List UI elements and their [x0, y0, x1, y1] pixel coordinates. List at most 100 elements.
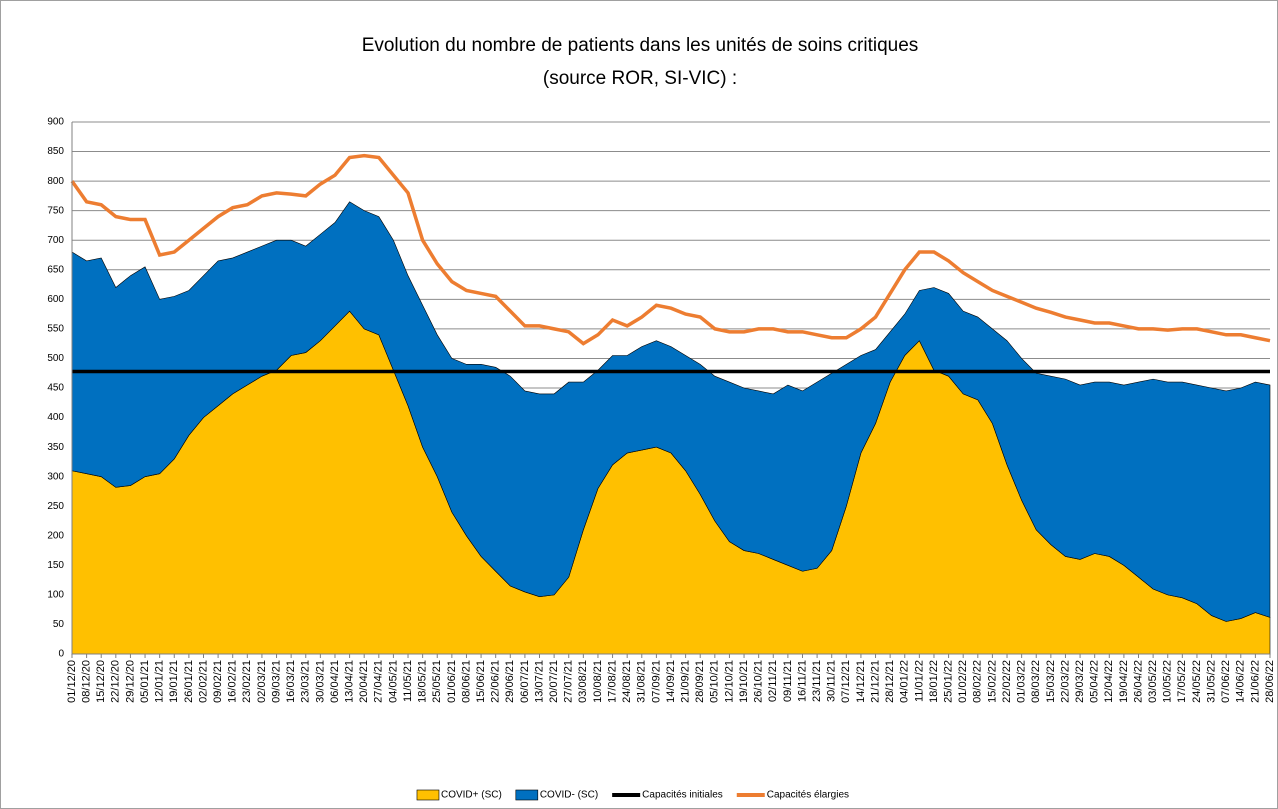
- x-tick-label: 11/01/22: [913, 660, 925, 702]
- x-tick-label: 28/09/21: [694, 660, 706, 703]
- y-tick-label: 850: [47, 146, 64, 157]
- x-tick-label: 20/07/21: [548, 660, 560, 703]
- y-tick-label: 100: [47, 590, 64, 601]
- legend-label: Capacités élargies: [767, 790, 849, 801]
- x-tick-label: 23/03/21: [300, 660, 312, 703]
- x-tick-label: 05/10/21: [709, 660, 721, 703]
- x-tick-label: 26/01/21: [183, 660, 195, 703]
- x-tick-label: 01/02/22: [957, 660, 969, 703]
- x-tick-label: 20/04/21: [358, 660, 370, 703]
- chart-subtitle: (source ROR, SI-VIC) :: [543, 68, 737, 89]
- line: [70, 153, 1271, 346]
- legend-swatch: [416, 789, 440, 801]
- x-tick-label: 12/01/21: [154, 660, 166, 703]
- x-tick-label: 16/03/21: [285, 660, 297, 703]
- x-tick-label: 12/10/21: [723, 660, 735, 703]
- x-tick-label: 02/11/21: [767, 660, 779, 702]
- y-tick-label: 150: [47, 560, 64, 571]
- x-tick-label: 24/08/21: [621, 660, 633, 703]
- x-tick-label: 29/03/22: [1074, 660, 1086, 703]
- x-tick-label: 14/12/21: [855, 660, 867, 703]
- x-tick-label: 13/04/21: [343, 660, 355, 703]
- x-tick-label: 01/06/21: [446, 660, 458, 703]
- x-tick-label: 14/06/22: [1235, 660, 1247, 703]
- x-tick-label: 22/06/21: [490, 660, 502, 703]
- x-tick-label: 28/12/21: [884, 660, 896, 703]
- y-tick-label: 600: [47, 294, 64, 305]
- x-tick-label: 06/07/21: [519, 660, 531, 703]
- x-tick-label: 03/08/21: [577, 660, 589, 703]
- x-tick-label: 29/06/21: [504, 660, 516, 703]
- x-tick-label: 27/07/21: [563, 660, 575, 703]
- x-tick-label: 30/11/21: [826, 660, 838, 702]
- x-tick-label: 30/03/21: [314, 660, 326, 703]
- x-tick-label: 21/09/21: [680, 660, 692, 703]
- legend-label: Capacités initiales: [642, 790, 723, 801]
- x-tick-label: 27/04/21: [373, 660, 385, 703]
- x-tick-label: 29/12/20: [124, 660, 136, 703]
- x-tick-label: 19/10/21: [738, 660, 750, 703]
- y-tick-label: 250: [47, 501, 64, 512]
- y-tick-label: 550: [47, 324, 64, 335]
- x-tick-label: 09/11/21: [782, 660, 794, 702]
- y-tick-label: 650: [47, 264, 64, 275]
- x-tick-label: 07/12/21: [840, 660, 852, 703]
- x-tick-label: 18/05/21: [417, 660, 429, 703]
- x-tick-label: 08/02/22: [972, 660, 984, 703]
- x-tick-label: 19/01/21: [168, 660, 180, 703]
- x-tick-label: 08/06/21: [460, 660, 472, 703]
- y-tick-label: 50: [53, 619, 65, 630]
- chart-title: Evolution du nombre de patients dans les…: [362, 35, 919, 56]
- x-tick-label: 16/02/21: [227, 660, 239, 703]
- x-tick-label: 12/04/22: [1103, 660, 1115, 703]
- x-tick-label: 10/05/22: [1162, 660, 1174, 703]
- x-tick-label: 11/05/21: [402, 660, 414, 702]
- x-tick-label: 22/03/22: [1059, 660, 1071, 703]
- x-tick-label: 01/03/22: [1016, 660, 1028, 703]
- y-tick-label: 350: [47, 442, 64, 453]
- legend-label: COVID- (SC): [540, 790, 598, 801]
- x-tick-label: 15/02/22: [986, 660, 998, 703]
- x-tick-label: 26/10/21: [753, 660, 765, 703]
- y-tick-label: 750: [47, 205, 64, 216]
- x-tick-label: 23/11/21: [811, 660, 823, 702]
- x-tick-label: 25/01/22: [942, 660, 954, 703]
- x-tick-label: 24/05/22: [1191, 660, 1203, 703]
- legend-label: COVID+ (SC): [441, 790, 502, 801]
- x-tick-label: 08/03/22: [1030, 660, 1042, 703]
- x-tick-label: 15/12/20: [95, 660, 107, 703]
- x-tick-label: 13/07/21: [533, 660, 545, 703]
- x-tick-label: 03/05/22: [1147, 660, 1159, 703]
- y-tick-label: 200: [47, 530, 64, 541]
- x-tick-label: 26/04/22: [1132, 660, 1144, 703]
- x-tick-label: 25/05/21: [431, 660, 443, 703]
- x-tick-label: 07/06/22: [1220, 660, 1232, 703]
- x-tick-label: 05/04/22: [1089, 660, 1101, 703]
- x-tick-label: 17/05/22: [1176, 660, 1188, 703]
- y-tick-label: 450: [47, 383, 64, 394]
- y-tick-label: 700: [47, 235, 64, 246]
- y-tick-label: 0: [58, 649, 64, 660]
- x-tick-label: 04/05/21: [387, 660, 399, 703]
- x-tick-label: 05/01/21: [139, 660, 151, 703]
- x-tick-label: 01/12/20: [66, 660, 78, 703]
- x-tick-label: 28/06/22: [1264, 660, 1276, 703]
- x-tick-label: 09/02/21: [212, 660, 224, 703]
- x-tick-label: 31/08/21: [636, 660, 648, 703]
- x-tick-label: 19/04/22: [1118, 660, 1130, 703]
- x-tick-label: 15/03/22: [1045, 660, 1057, 703]
- y-tick-label: 800: [47, 176, 64, 187]
- x-tick-label: 23/02/21: [241, 660, 253, 703]
- x-tick-label: 14/09/21: [665, 660, 677, 703]
- x-tick-label: 21/12/21: [869, 660, 881, 703]
- x-tick-label: 17/08/21: [606, 660, 618, 703]
- x-tick-label: 31/05/22: [1205, 660, 1217, 703]
- x-tick-label: 15/06/21: [475, 660, 487, 703]
- x-tick-label: 02/03/21: [256, 660, 268, 703]
- area: [71, 201, 1271, 622]
- x-tick-label: 22/12/20: [110, 660, 122, 703]
- x-tick-label: 22/02/22: [1001, 660, 1013, 703]
- x-tick-label: 16/11/21: [796, 660, 808, 702]
- x-tick-label: 02/02/21: [197, 660, 209, 703]
